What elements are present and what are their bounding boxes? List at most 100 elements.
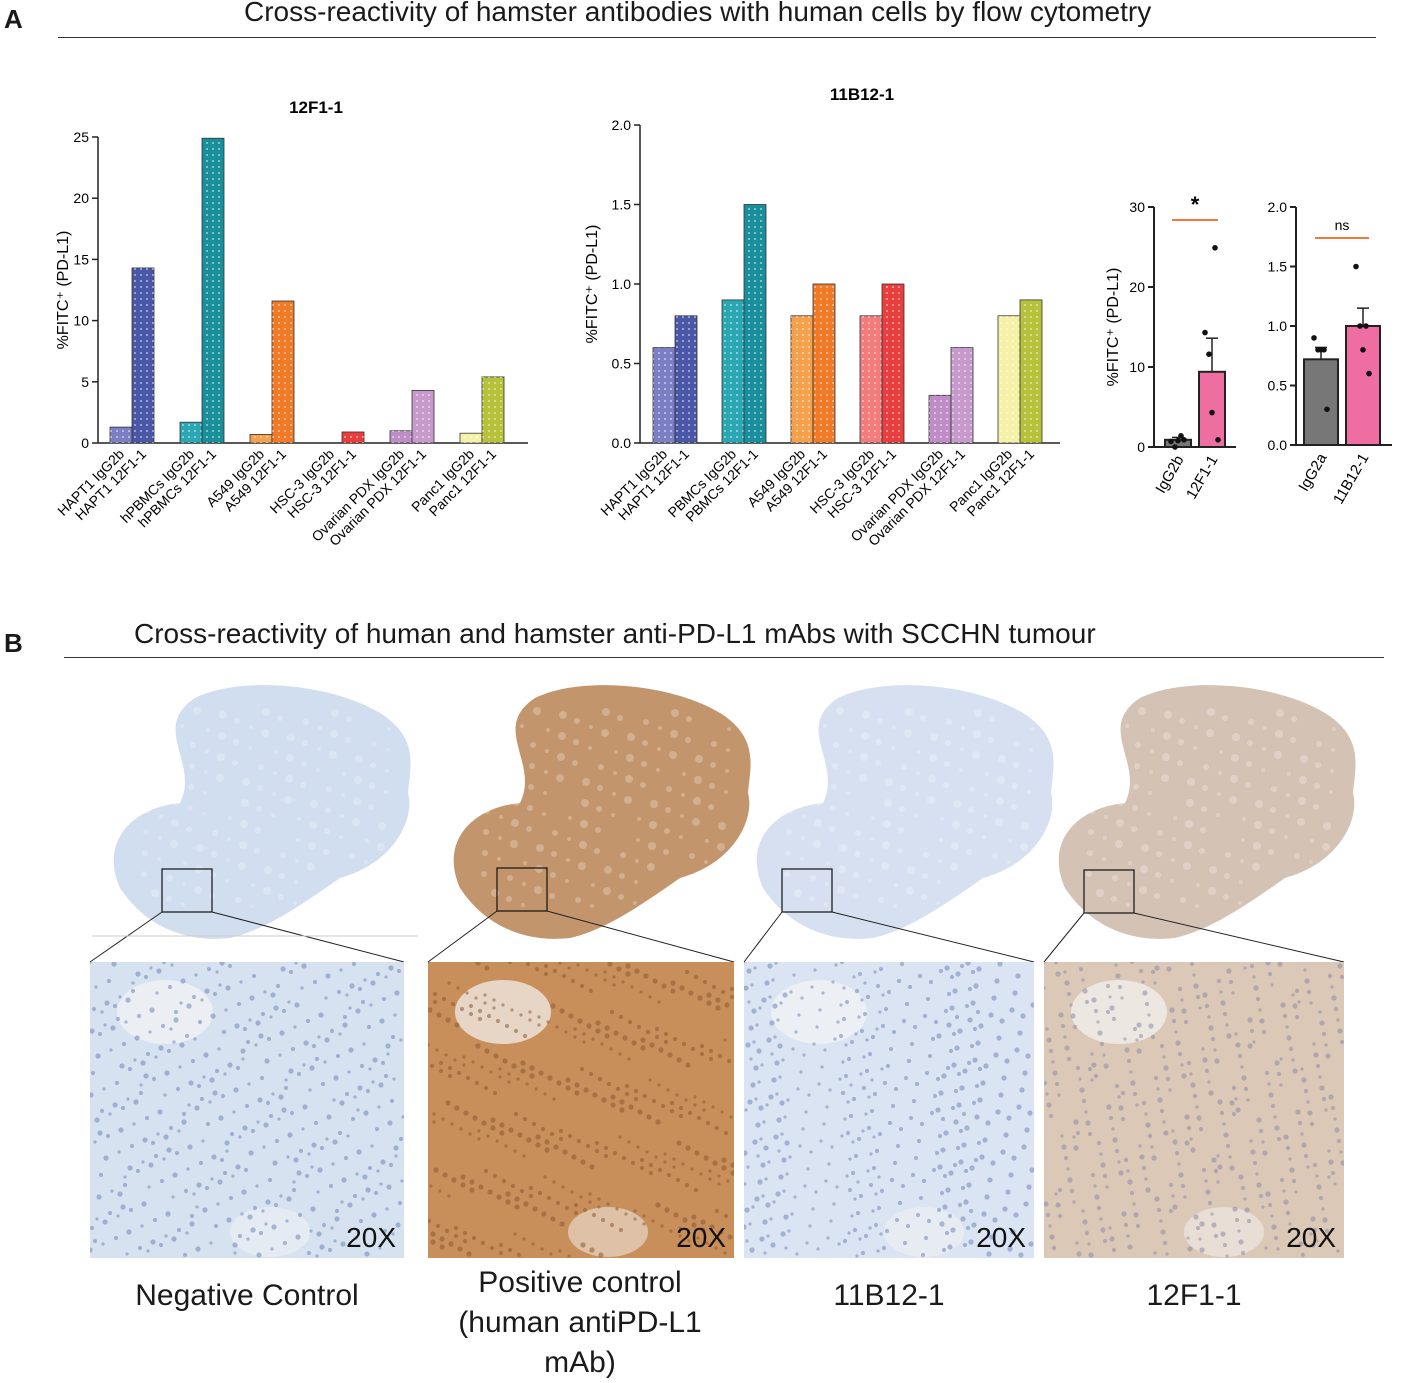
tissue-texture [1163, 732, 1171, 740]
cell-nucleus [369, 1003, 373, 1007]
cell-nucleus [795, 1252, 799, 1256]
cell-nucleus [558, 1249, 562, 1253]
cell-nucleus [780, 1132, 784, 1136]
tissue-texture [602, 708, 610, 716]
tissue-texture [558, 732, 566, 740]
cell-nucleus [1244, 1207, 1250, 1213]
cell-nucleus [93, 1140, 97, 1144]
cell-nucleus [328, 1183, 334, 1189]
cell-nucleus [609, 1222, 615, 1228]
cell-nucleus [1288, 1222, 1292, 1226]
cell-nucleus [661, 983, 667, 989]
cell-nucleus [997, 962, 1003, 967]
cell-nucleus [1063, 1035, 1067, 1039]
cell-nucleus [234, 1023, 240, 1029]
cell-nucleus [379, 1182, 383, 1186]
cell-nucleus [1267, 1202, 1273, 1208]
cell-nucleus [513, 1111, 519, 1117]
tissue-texture [974, 709, 982, 717]
cell-nucleus [833, 1037, 837, 1041]
data-point [1172, 444, 1178, 450]
cell-nucleus [942, 1173, 948, 1179]
cell-nucleus [781, 1157, 787, 1163]
cell-nucleus [1171, 1129, 1175, 1133]
cell-nucleus [1099, 1217, 1103, 1221]
cell-nucleus [107, 1210, 113, 1216]
cell-nucleus [1327, 1175, 1331, 1179]
tissue-texture [225, 879, 229, 883]
cell-nucleus [782, 1189, 786, 1193]
cell-nucleus [287, 1000, 291, 1004]
cell-nucleus [271, 1224, 277, 1230]
cell-nucleus [910, 1172, 916, 1178]
cell-nucleus [1198, 1237, 1202, 1241]
tissue-texture [922, 873, 928, 879]
cell-nucleus [160, 1023, 166, 1029]
cell-nucleus [751, 1008, 757, 1014]
cell-nucleus [247, 1082, 251, 1086]
tissue-texture [284, 796, 292, 804]
cell-nucleus [1163, 1065, 1169, 1071]
tissue-texture [499, 815, 503, 819]
magnification-label: 20X [346, 1222, 396, 1253]
cell-nucleus [814, 1190, 818, 1194]
cell-nucleus [994, 978, 1000, 984]
cell-nucleus [950, 1227, 956, 1233]
tissue-texture [1208, 887, 1216, 895]
cell-nucleus [612, 1150, 618, 1156]
cell-nucleus [1252, 1040, 1256, 1044]
tissue-texture [552, 830, 558, 836]
cell-nucleus [756, 1154, 760, 1158]
cell-nucleus [371, 1080, 375, 1084]
cell-nucleus [817, 1082, 821, 1086]
tissue-texture [950, 863, 958, 871]
cell-nucleus [462, 1230, 468, 1236]
tissue-texture [968, 807, 974, 813]
cell-nucleus [846, 1056, 852, 1062]
cell-nucleus [1217, 1164, 1223, 1170]
tissue-texture [617, 715, 623, 721]
bar-pattern [813, 284, 835, 443]
cell-nucleus [579, 983, 585, 989]
cell-nucleus [1108, 1226, 1112, 1230]
cell-nucleus [131, 981, 135, 985]
tissue-texture [1297, 818, 1305, 826]
cell-nucleus [330, 1226, 334, 1230]
cell-nucleus [447, 1194, 451, 1198]
tissue-texture [801, 836, 805, 840]
cell-nucleus [501, 1178, 507, 1184]
cell-nucleus [744, 962, 746, 964]
cell-nucleus [1105, 1185, 1109, 1189]
tissue-texture [238, 862, 246, 870]
cell-nucleus [1276, 1247, 1280, 1251]
cell-nucleus [971, 1222, 977, 1228]
cell-nucleus [1109, 1005, 1115, 1011]
cell-nucleus [433, 1167, 439, 1173]
cell-nucleus [746, 968, 752, 974]
tissue-texture [1287, 772, 1291, 776]
cell-nucleus [383, 1073, 389, 1079]
tissue-texture [227, 837, 231, 841]
cell-nucleus [483, 1001, 487, 1005]
tissue-texture [1246, 761, 1252, 767]
cell-nucleus [528, 1018, 532, 1022]
cell-nucleus [673, 1212, 679, 1218]
cell-nucleus [199, 1096, 205, 1102]
tissue-texture [295, 859, 299, 863]
cell-nucleus [773, 1035, 777, 1039]
tissue-texture [340, 814, 344, 818]
tissue-texture [613, 771, 617, 775]
tissue-texture [692, 818, 700, 826]
cell-nucleus [271, 1092, 275, 1096]
cell-nucleus [1208, 1090, 1214, 1096]
cell-nucleus [171, 1236, 177, 1242]
cell-nucleus [284, 1078, 288, 1082]
tissue-texture [1240, 859, 1244, 863]
cell-nucleus [164, 1234, 168, 1238]
tissue-overview [756, 685, 1054, 939]
cell-nucleus [705, 1241, 709, 1245]
cell-nucleus [667, 1052, 673, 1058]
cell-nucleus [1325, 1053, 1331, 1059]
cell-nucleus [746, 1165, 750, 1169]
tissue-texture [1193, 746, 1197, 750]
